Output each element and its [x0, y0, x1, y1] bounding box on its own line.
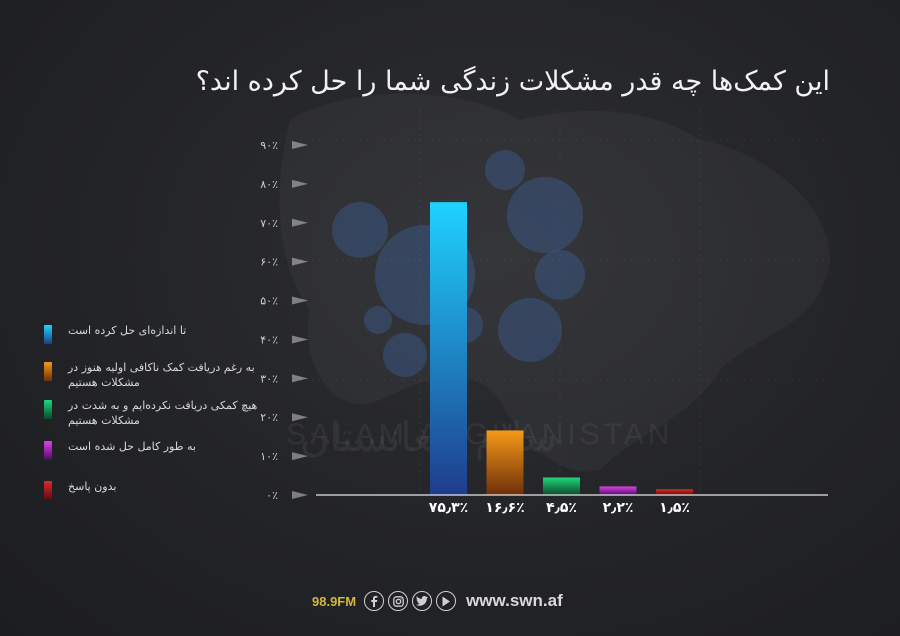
value-label: ۱۶٫۶٪	[485, 500, 524, 516]
y-tick-label: ۷۰٪	[260, 217, 278, 230]
y-tick-marker	[292, 413, 308, 422]
legend-label: به طور کامل حل شده است	[68, 440, 196, 453]
bar	[430, 202, 467, 495]
twitter-icon[interactable]	[412, 591, 433, 611]
y-tick-marker	[292, 452, 308, 461]
y-tick-marker	[292, 218, 308, 227]
youtube-icon[interactable]	[436, 591, 457, 611]
bar	[656, 489, 693, 495]
legend-item: هیچ کمکی دریافت نکرده‌ایم و به شدت در مش…	[44, 399, 257, 440]
value-label: ۷۵٫۳٪	[429, 500, 468, 516]
y-tick-label: ۱۰٪	[260, 450, 278, 463]
y-tick-marker	[292, 141, 308, 149]
legend-item: بدون پاسخ	[44, 480, 244, 521]
legend-swatch	[44, 362, 52, 381]
radio-frequency: 98.9FM	[312, 593, 357, 609]
chart-title: این کمک‌ها چه قدر مشکلات زندگی شما را حل…	[195, 66, 830, 97]
y-tick-marker	[292, 296, 308, 305]
bars	[430, 202, 693, 495]
y-tick-marker	[292, 257, 308, 266]
y-tick-marker	[292, 374, 308, 383]
footer: 98.9FM www.swn.af	[312, 588, 563, 614]
legend-item: به رغم دریافت کمک ناکافی اولیه هنوز در م…	[44, 361, 255, 402]
value-label: ۱٫۵٪	[659, 500, 690, 516]
legend-swatch	[44, 481, 52, 500]
y-tick-label: ۶۰٪	[260, 256, 278, 269]
bar	[543, 477, 580, 495]
y-tick-label: ۰٪	[266, 489, 278, 502]
instagram-icon[interactable]	[388, 591, 409, 611]
value-label: ۲٫۲٪	[603, 500, 634, 516]
y-tick-marker	[292, 179, 308, 188]
y-tick-label: ۹۰٪	[260, 139, 278, 152]
watermark-en: SALAM AFGHANISTAN	[286, 418, 674, 451]
y-tick-label: ۴۰٪	[260, 333, 278, 346]
value-labels: ۷۵٫۳٪ ۱۶٫۶٪ ۴٫۵٪ ۲٫۲٪ ۱٫۵٪	[429, 500, 690, 516]
legend-swatch	[44, 400, 52, 419]
legend-swatch	[44, 441, 52, 460]
value-label: ۴٫۵٪	[546, 500, 577, 516]
bar	[599, 486, 637, 495]
website-link[interactable]: www.swn.af	[466, 591, 563, 610]
legend-label: تا اندازه‌ای حل کرده است	[68, 324, 187, 337]
legend-swatch	[44, 325, 52, 344]
y-tick-label: ۳۰٪	[260, 372, 278, 385]
facebook-icon[interactable]	[364, 591, 385, 611]
legend-label: به رغم دریافت کمک ناکافی اولیه هنوز در م…	[68, 361, 255, 389]
y-tick-label: ۵۰٪	[260, 295, 278, 308]
legend-label: هیچ کمکی دریافت نکرده‌ایم و به شدت در مش…	[68, 399, 258, 427]
bar	[486, 430, 524, 495]
legend-item: به طور کامل حل شده است	[44, 440, 244, 481]
legend-item: تا اندازه‌ای حل کرده است	[44, 324, 244, 365]
y-tick-label: ۸۰٪	[260, 178, 278, 191]
legend-label: بدون پاسخ	[68, 480, 117, 493]
y-tick-label: ۲۰٪	[260, 411, 278, 424]
y-tick-marker	[292, 491, 308, 499]
y-tick-marker	[292, 335, 308, 344]
y-axis: ۰٪ ۱۰٪ ۲۰٪ ۳۰٪ ۴۰٪ ۵۰٪ ۶۰٪ ۷۰٪ ۸۰٪ ۹۰٪	[260, 139, 308, 502]
